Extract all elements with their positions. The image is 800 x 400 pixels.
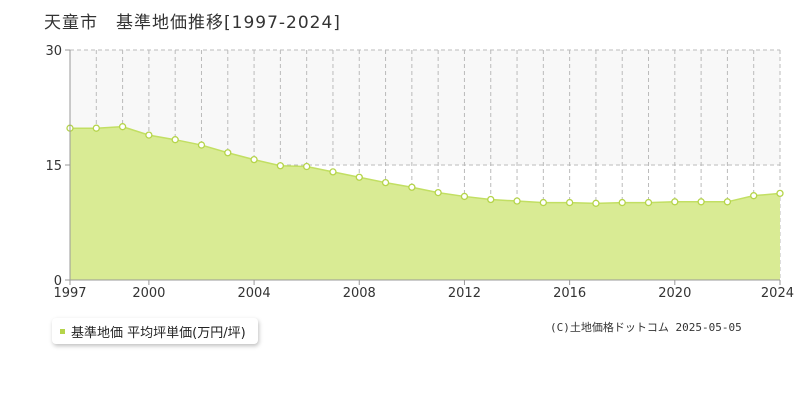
data-point [513,197,521,205]
y-tick-label: 0 [54,274,62,289]
data-point [118,123,127,131]
data-point [644,198,653,207]
data-point [776,189,784,198]
chart-title: 天童市 基準地価推移[1997-2024] [44,13,341,33]
data-point [750,192,758,200]
x-tick-label: 2024 [761,286,794,301]
credit-text: (C)土地価格ドットコム 2025-05-05 [550,321,742,334]
data-point [487,195,495,204]
data-point [145,131,153,139]
data-point [224,149,232,157]
data-point [408,183,416,191]
x-tick-label: 2016 [553,286,586,301]
data-point [434,188,442,197]
data-point [592,199,600,207]
x-tick-label: 2020 [658,286,691,301]
data-point [565,198,574,207]
x-tick-label: 2008 [343,286,376,301]
data-point [381,178,390,187]
legend-swatch [60,328,65,334]
y-tick-label: 30 [45,44,62,59]
data-point [671,198,679,206]
data-point [697,198,705,206]
data-point [276,162,285,170]
x-tick-label: 2000 [132,286,165,301]
data-point [197,141,206,149]
legend: 基準地価 平均坪単価(万円/坪) [52,318,258,344]
series-line [70,125,781,205]
data-point [92,124,100,132]
data-point [329,168,337,176]
data-point [171,136,179,144]
data-point [723,198,732,206]
x-tick-label: 2012 [448,286,481,301]
x-tick-label: 1997 [53,286,86,301]
x-tick-label: 2004 [238,286,271,301]
data-point [250,155,258,164]
data-point [539,198,547,207]
series-area [70,126,780,281]
data-point [303,162,311,171]
data-point [355,173,363,181]
data-point [460,192,469,201]
data-point [618,198,626,207]
legend-label: 基準地価 平均坪単価(万円/坪) [71,325,246,341]
y-tick-label: 15 [45,159,62,174]
